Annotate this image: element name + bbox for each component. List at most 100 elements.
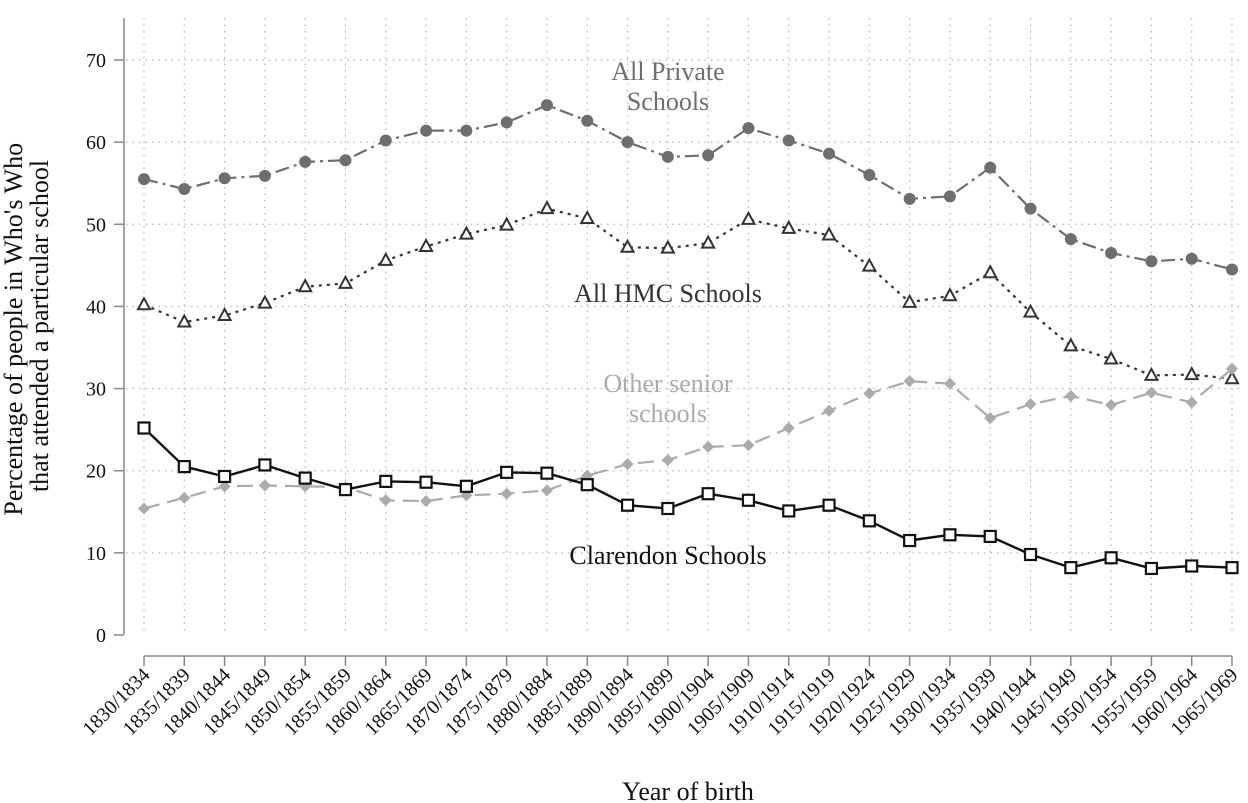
data-point [379, 134, 392, 147]
series-labels: All Private Schools All HMC Schools Other s… [569, 57, 766, 570]
y-axis-title-line2: that attended a particular school [25, 160, 54, 492]
data-point [297, 278, 313, 293]
data-point [539, 200, 555, 215]
data-point [1024, 202, 1037, 215]
data-point [1224, 370, 1240, 385]
data-point [1185, 559, 1199, 573]
data-point [701, 487, 715, 501]
data-point [1022, 303, 1039, 318]
data-point [177, 460, 191, 474]
data-point [176, 313, 192, 328]
data-point [1064, 389, 1077, 402]
series-label-line: Other senior [603, 369, 733, 398]
data-point [178, 182, 191, 195]
data-point [863, 387, 876, 400]
data-point [136, 296, 152, 311]
y-tick-label: 60 [86, 132, 106, 154]
data-point [217, 469, 232, 484]
data-point [218, 172, 231, 185]
data-point [459, 479, 473, 493]
data-point [982, 264, 998, 279]
data-point [781, 219, 797, 234]
data-point [1144, 561, 1159, 576]
data-point [742, 439, 755, 452]
y-tick-label: 10 [86, 543, 106, 565]
data-point [782, 504, 796, 518]
data-point [984, 161, 997, 174]
data-point [1143, 366, 1160, 381]
data-point [742, 122, 755, 135]
data-point [1104, 551, 1118, 565]
data-point [138, 173, 150, 186]
data-point [823, 404, 836, 417]
data-point [702, 440, 715, 453]
y-tick-label: 50 [86, 214, 106, 236]
data-point [138, 502, 150, 515]
data-point [581, 114, 594, 127]
data-point [418, 237, 434, 252]
y-tick-label: 70 [86, 50, 106, 72]
data-point [660, 239, 676, 254]
series-line [143, 427, 1233, 570]
data-point [1024, 398, 1037, 411]
series-triangle [136, 200, 1240, 385]
series-label-line: Schools [627, 87, 709, 116]
data-point [1064, 561, 1078, 575]
series-diamond [138, 362, 1238, 515]
data-point [257, 294, 273, 309]
y-tick-label: 0 [96, 625, 106, 647]
data-point [540, 484, 553, 497]
y-tick-label: 20 [86, 461, 106, 483]
data-point [661, 150, 674, 163]
data-point [1105, 247, 1118, 260]
data-point [337, 274, 354, 289]
series-line [143, 104, 1233, 271]
data-point [983, 529, 997, 544]
data-point [1063, 337, 1079, 352]
data-point [299, 155, 312, 168]
series-label-line: Clarendon Schools [569, 541, 766, 570]
data-point [1185, 252, 1198, 265]
data-point [903, 375, 916, 388]
data-point [378, 251, 394, 266]
series-label-line: schools [629, 399, 707, 428]
data-point [861, 257, 878, 272]
data-point [1103, 350, 1119, 365]
data-point [540, 99, 553, 112]
data-point [984, 412, 997, 425]
data-point [661, 454, 674, 467]
series-line [143, 207, 1233, 380]
series-label-line: All Private [611, 57, 724, 86]
data-point [1226, 263, 1238, 276]
data-point [1185, 396, 1198, 409]
data-point [1145, 255, 1158, 268]
data-point [258, 479, 271, 492]
data-point [178, 491, 191, 504]
data-point [1105, 399, 1118, 411]
data-point [1023, 547, 1038, 562]
data-point [862, 514, 876, 528]
data-point [702, 149, 715, 162]
data-point [1184, 366, 1200, 381]
data-point [500, 465, 514, 479]
data-point [863, 169, 876, 181]
data-point [620, 498, 635, 512]
data-point [821, 226, 837, 241]
data-point [579, 209, 595, 225]
data-point [661, 501, 675, 516]
data-point [137, 421, 151, 435]
data-point [822, 498, 836, 512]
data-point [823, 147, 836, 160]
y-axis-title-line1: Percentage of people in Who's Who [0, 143, 28, 516]
data-point [942, 287, 958, 302]
data-point [943, 377, 956, 390]
data-point [500, 116, 513, 129]
data-point [943, 190, 956, 203]
data-point [1226, 362, 1238, 375]
y-axis-title: Percentage of people in Who's Who that a… [0, 136, 54, 515]
data-point [741, 493, 756, 507]
series-line [143, 368, 1233, 510]
data-point [338, 483, 353, 497]
data-point [460, 124, 473, 137]
data-point [782, 422, 795, 434]
